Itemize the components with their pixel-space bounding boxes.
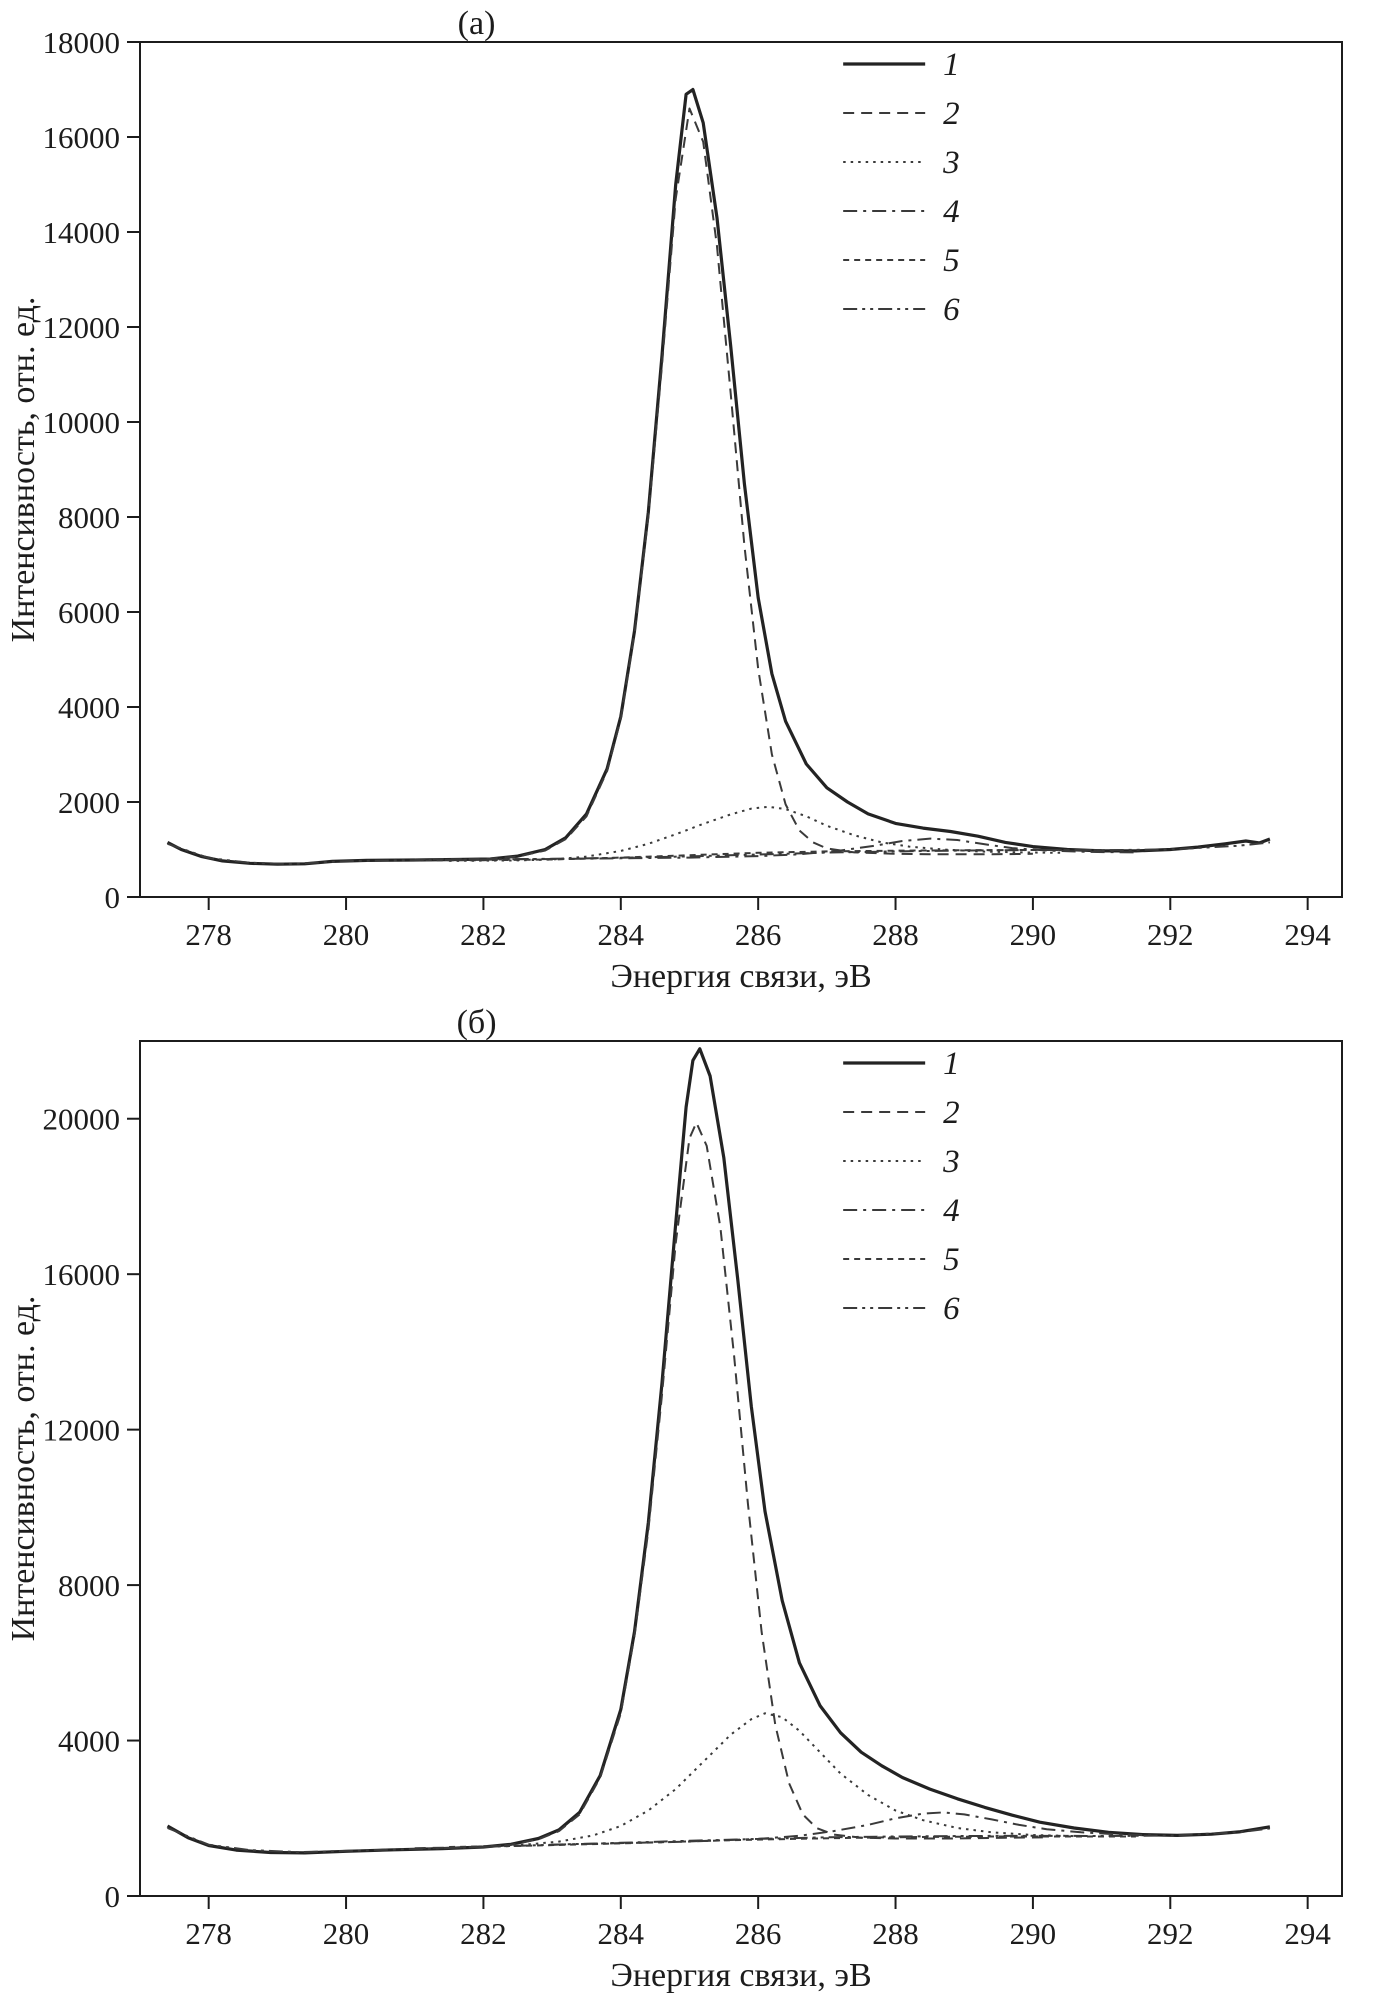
x-tick-label: 282 — [460, 1916, 507, 1951]
series-3-line — [483, 1712, 1075, 1848]
y-axis-label: Интенсивность, отн. ед. — [5, 297, 42, 643]
series-1-line — [166, 1047, 1271, 1855]
x-tick-label: 294 — [1284, 1916, 1331, 1951]
series-3-line — [449, 805, 1061, 862]
legend-label-4: 4 — [943, 194, 960, 230]
series-5-line — [414, 849, 1102, 862]
y-tick-label: 10000 — [43, 405, 121, 440]
y-axis-label: Интенсивность, отн. ед. — [5, 1296, 42, 1642]
x-tick-label: 294 — [1284, 917, 1331, 952]
chart-panel-b: 278 280 282 284 286 288 290 292 2940400080001200… — [5, 1004, 1343, 1994]
x-tick-label: 292 — [1147, 917, 1194, 952]
x-tick-label: 290 — [1010, 1916, 1057, 1951]
x-tick-label: 280 — [323, 1916, 370, 1951]
y-tick-label: 12000 — [43, 310, 121, 345]
x-tick-label: 286 — [735, 1916, 782, 1951]
x-tick-label: 278 — [185, 917, 232, 952]
series-5-line — [449, 1835, 1136, 1848]
y-tick-label: 0 — [105, 1879, 121, 1914]
legend-label-4: 4 — [943, 1193, 960, 1229]
x-axis-label: Энергия связи, эВ — [610, 1957, 871, 1994]
y-tick-label: 6000 — [58, 595, 120, 630]
y-tick-label: 8000 — [58, 500, 120, 535]
plot-frame — [139, 41, 1343, 898]
x-tick-label: 284 — [598, 917, 645, 952]
series-4-line — [552, 1811, 1157, 1846]
x-tick-label: 286 — [735, 917, 782, 952]
chart-panel-a: 278 280 282 284 286 288 290 292 294 0 2000 4000 6000… — [5, 5, 1343, 995]
panel-title: (а) — [458, 5, 496, 42]
panel-title: (б) — [457, 1004, 497, 1041]
y-tick-label: 16000 — [43, 120, 121, 155]
series-1-line — [166, 87, 1271, 866]
y-tick-label: 14000 — [43, 215, 121, 250]
y-tick-label: 4000 — [58, 690, 120, 725]
x-tick-label: 290 — [1010, 917, 1057, 952]
plot-frame — [139, 1040, 1343, 1897]
series-6-line — [167, 841, 1271, 865]
legend-label-5: 5 — [943, 1242, 960, 1278]
series-2-line — [414, 1121, 1047, 1850]
legend-label-3: 3 — [942, 1144, 960, 1180]
legend-label-2: 2 — [943, 96, 960, 132]
legend-label-5: 5 — [943, 243, 960, 279]
legend-label-1: 1 — [943, 47, 960, 83]
x-tick-label: 280 — [323, 917, 370, 952]
series-6-line — [167, 1827, 1271, 1854]
x-tick-label: 292 — [1147, 1916, 1194, 1951]
y-tick-label: 0 — [105, 880, 121, 915]
x-axis-label: Энергия связи, эВ — [610, 958, 871, 995]
y-tick-label: 18000 — [43, 25, 121, 60]
series-4-line — [483, 837, 1136, 861]
y-tick-label: 2000 — [58, 785, 120, 820]
x-tick-label: 282 — [460, 917, 507, 952]
x-tick-label: 288 — [872, 1916, 919, 1951]
x-tick-label: 278 — [185, 1916, 232, 1951]
y-tick-label: 12000 — [43, 1413, 121, 1448]
y-tick-label: 4000 — [58, 1724, 120, 1759]
series-2-line — [414, 107, 1033, 861]
legend-label-6: 6 — [943, 1291, 960, 1327]
y-tick-label: 8000 — [58, 1568, 120, 1603]
legend-label-6: 6 — [943, 292, 960, 328]
legend-label-3: 3 — [942, 145, 960, 181]
y-tick-label: 16000 — [43, 1257, 121, 1292]
x-tick-label: 284 — [598, 1916, 645, 1951]
x-tick-label: 288 — [872, 917, 919, 952]
legend-label-1: 1 — [943, 1046, 960, 1082]
y-tick-label: 20000 — [43, 1102, 121, 1137]
legend-label-2: 2 — [943, 1095, 960, 1131]
